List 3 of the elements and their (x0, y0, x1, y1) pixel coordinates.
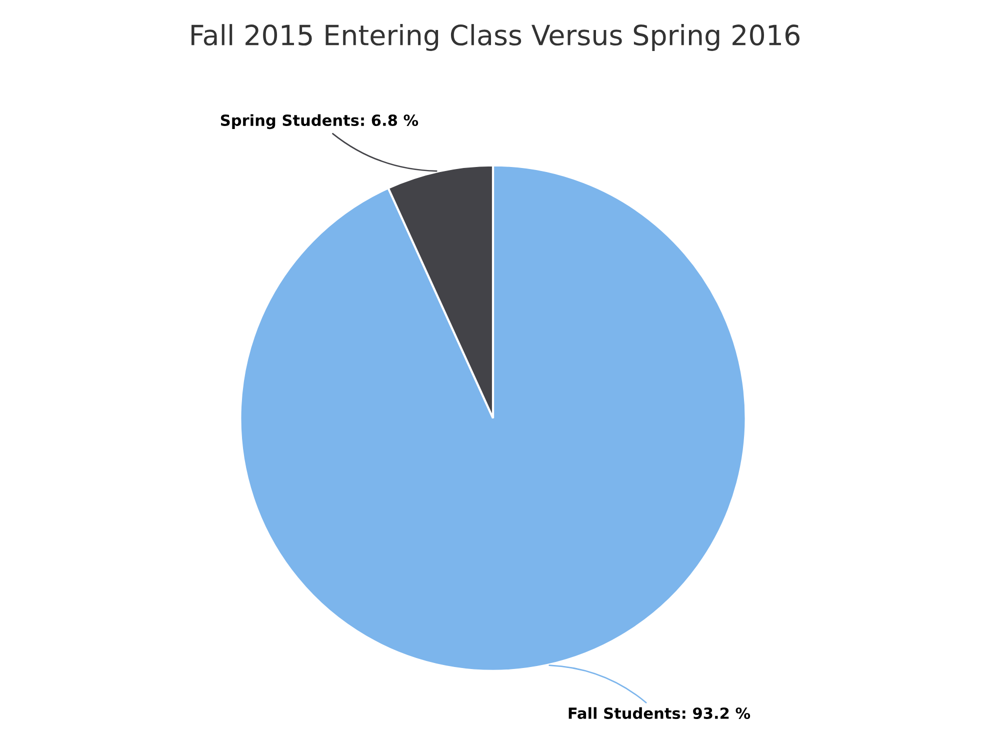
slice-label: Spring Students: 6.8 % (220, 114, 418, 130)
slice-label: Fall Students: 93.2 % (568, 707, 750, 720)
chart-title: Fall 2015 Entering Class Versus Spring 2016 (192, 24, 800, 51)
